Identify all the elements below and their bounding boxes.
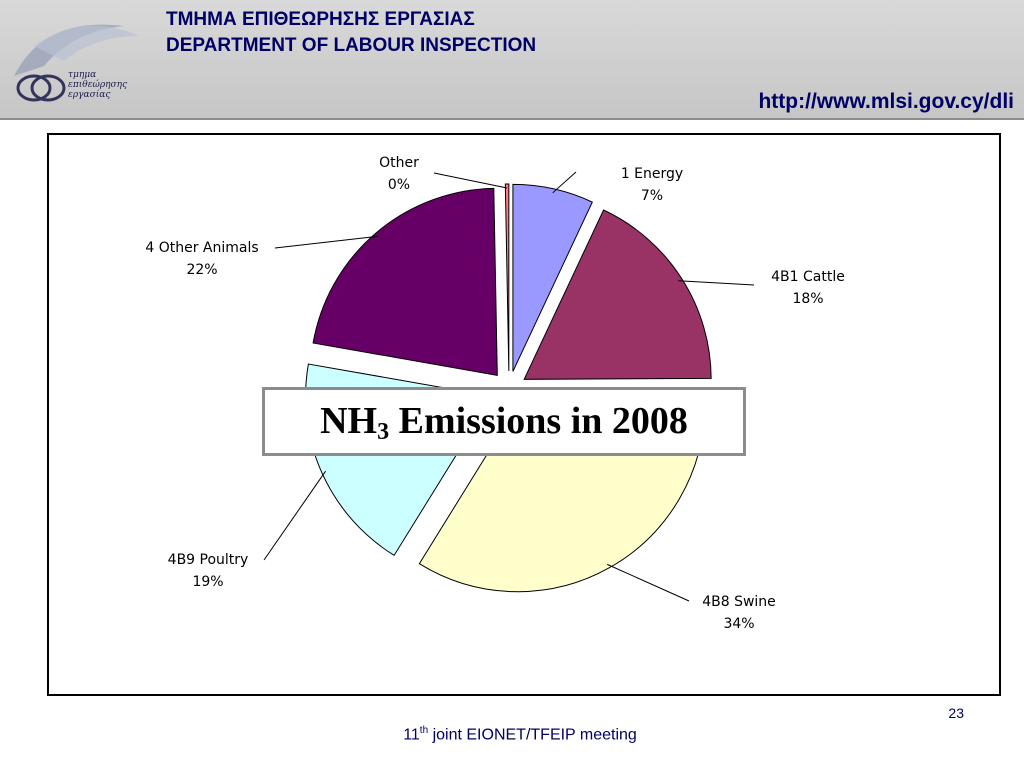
leader-line-1-energy	[552, 171, 577, 194]
slice-label-percent: 34%	[723, 616, 755, 632]
logo-line-2: επιθεώρησης	[68, 80, 128, 90]
chart-title-subscript: 3	[377, 419, 390, 445]
slice-label-other: Other 0%	[329, 152, 469, 196]
footer-meeting-sup: th	[419, 725, 429, 736]
leader-line-4b9-poultry	[263, 470, 326, 561]
slice-label-4b9-poultry: 4B9 Poultry 19%	[138, 549, 278, 593]
pie-slice-other	[504, 183, 510, 372]
chart-title-rest: Emissions in 2008	[389, 400, 688, 442]
department-title-greek: ΤΜΗΜΑ ΕΠΙΘΕΩΡΗΣΗΣ ΕΡΓΑΣΙΑΣ	[166, 9, 475, 30]
slice-label-percent: 19%	[192, 574, 224, 590]
slice-label-1-energy: 1 Energy 7%	[582, 163, 722, 207]
slice-label-name: 1 Energy	[620, 166, 684, 182]
header-bar: τμημα επιθεώρησης εργασίας ΤΜΗΜΑ ΕΠΙΘΕΩΡ…	[0, 0, 1024, 120]
slice-label-4b8-swine: 4B8 Swine 34%	[669, 591, 809, 635]
logo-emblem-icon	[14, 24, 139, 102]
slice-label-name: 4B1 Cattle	[771, 269, 845, 285]
leader-line-other	[433, 172, 508, 189]
leader-line-4b8-swine	[607, 563, 690, 602]
pie-slice-1-energy	[512, 183, 593, 372]
chart-title: NH3 Emissions in 2008	[262, 387, 746, 456]
slice-label-percent: 22%	[186, 262, 218, 278]
pie-slice-4-other-animals	[312, 187, 498, 376]
page-number: 23	[948, 705, 964, 721]
chart-title-main: NH	[320, 400, 378, 442]
slice-label-name: 4 Other Animals	[145, 240, 259, 256]
pie-slice-4b1-cattle	[523, 209, 712, 380]
logo-line-1: τμημα	[68, 70, 97, 80]
footer-meeting-rest: joint EIONET/TFEIP meeting	[428, 726, 637, 744]
slice-label-4b1-cattle: 4B1 Cattle 18%	[738, 266, 878, 310]
slice-label-percent: 18%	[792, 291, 824, 307]
logo: τμημα επιθεώρησης εργασίας	[4, 6, 144, 106]
footer-meeting-prefix: 11	[403, 726, 420, 744]
leader-line-4b1-cattle	[678, 280, 755, 286]
slice-label-4-other-animals: 4 Other Animals 22%	[132, 237, 272, 281]
leader-line-4-other-animals	[274, 235, 379, 249]
slice-label-name: 4B8 Swine	[702, 594, 776, 610]
slice-label-percent: 0%	[387, 177, 411, 193]
slice-label-name: Other	[379, 155, 419, 171]
slice-label-percent: 7%	[640, 188, 664, 204]
slice-label-name: 4B9 Poultry	[167, 552, 249, 568]
department-url-link[interactable]: http://www.mlsi.gov.cy/dli	[758, 90, 1014, 113]
footer-meeting: 11th joint EIONET/TFEIP meeting	[0, 725, 1024, 744]
department-title-english: DEPARTMENT OF LABOUR INSPECTION	[166, 35, 537, 56]
logo-line-3: εργασίας	[68, 90, 111, 100]
